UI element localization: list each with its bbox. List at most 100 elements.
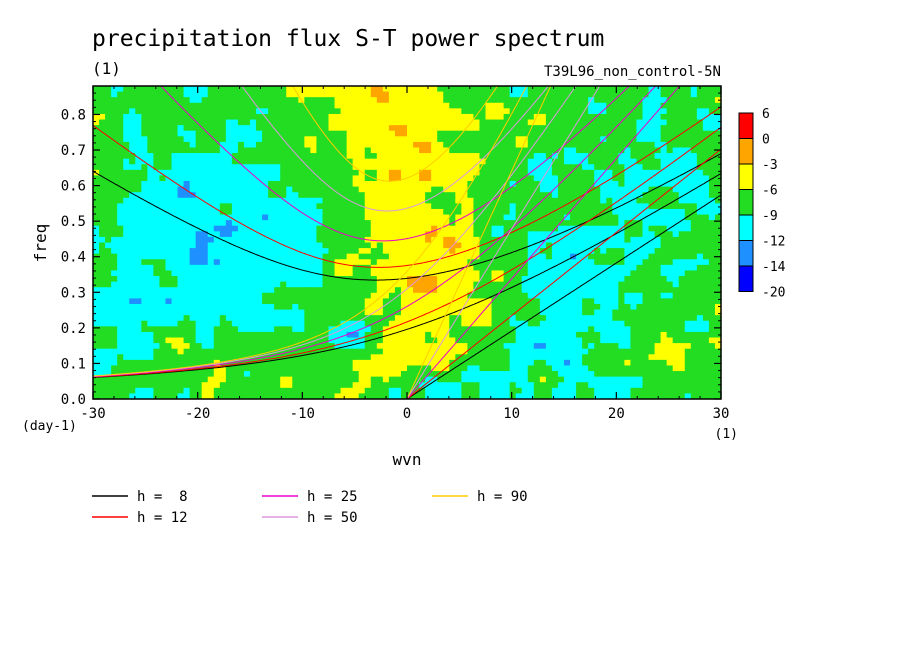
heatmap-cell	[509, 248, 517, 255]
heatmap-cell	[491, 343, 499, 350]
heatmap-cell	[455, 264, 462, 272]
heatmap-cell	[274, 303, 281, 311]
heatmap-cell	[576, 326, 583, 333]
heatmap-cell	[455, 197, 462, 204]
heatmap-cell	[219, 242, 227, 249]
heatmap-cell	[328, 287, 336, 294]
heatmap-cell	[346, 186, 354, 193]
heatmap-cell	[624, 97, 632, 104]
heatmap-cell	[201, 208, 209, 216]
heatmap-cell	[491, 225, 499, 232]
heatmap-cell	[684, 175, 692, 182]
heatmap-cell	[268, 130, 275, 137]
heatmap-cell	[509, 130, 517, 137]
heatmap-cell	[298, 315, 305, 322]
heatmap-cell	[99, 287, 106, 294]
heatmap-cell	[612, 203, 619, 210]
heatmap-cell	[141, 315, 148, 322]
heatmap-cell	[636, 253, 644, 260]
heatmap-cell	[582, 348, 589, 355]
heatmap-cell	[702, 220, 710, 227]
heatmap-cell	[400, 108, 408, 115]
heatmap-cell	[527, 348, 535, 355]
heatmap-cell	[618, 231, 625, 238]
heatmap-cell	[576, 337, 583, 344]
heatmap-cell	[407, 309, 414, 316]
heatmap-cell	[286, 309, 293, 316]
heatmap-cell	[497, 175, 505, 182]
heatmap-cell	[346, 331, 354, 339]
heatmap-cell	[714, 348, 721, 355]
heatmap-cell	[636, 175, 644, 182]
heatmap-cell	[521, 248, 529, 255]
heatmap-cell	[292, 309, 299, 316]
heatmap-cell	[250, 298, 257, 305]
heatmap-cell	[99, 208, 106, 216]
heatmap-cell	[364, 309, 372, 316]
heatmap-cell	[388, 214, 396, 221]
heatmap-cell	[328, 292, 336, 299]
heatmap-cell	[594, 281, 601, 288]
heatmap-cell	[491, 175, 499, 182]
heatmap-cell	[364, 192, 372, 199]
heatmap-cell	[225, 320, 233, 327]
heatmap-cell	[250, 130, 257, 137]
heatmap-cell	[606, 186, 613, 193]
heatmap-cell	[564, 292, 571, 299]
heatmap-cell	[334, 331, 342, 339]
heatmap-cell	[491, 130, 499, 137]
heatmap-cell	[600, 315, 607, 322]
heatmap-cell	[105, 315, 112, 322]
heatmap-cell	[491, 303, 499, 311]
heatmap-cell	[449, 348, 456, 355]
heatmap-cell	[648, 281, 656, 288]
heatmap-cell	[346, 287, 354, 294]
heatmap-cell	[666, 86, 674, 93]
heatmap-cell	[135, 108, 142, 115]
heatmap-cell	[449, 292, 456, 299]
heatmap-cell	[545, 102, 553, 109]
heatmap-cell	[521, 303, 529, 311]
heatmap-cell	[551, 113, 559, 121]
heatmap-cell	[708, 264, 716, 272]
heatmap-cell	[618, 242, 625, 249]
heatmap-cell	[618, 197, 625, 204]
heatmap-cell	[570, 169, 577, 177]
heatmap-cell	[243, 337, 251, 344]
heatmap-cell	[123, 225, 130, 232]
heatmap-cell	[690, 343, 698, 350]
heatmap-cell	[654, 276, 662, 283]
heatmap-cell	[533, 320, 541, 327]
heatmap-cell	[213, 208, 221, 216]
heatmap-cell	[268, 236, 275, 244]
heatmap-cell	[250, 292, 257, 299]
heatmap-cell	[672, 220, 680, 227]
heatmap-cell	[455, 164, 462, 171]
heatmap-cell	[177, 119, 185, 126]
heatmap-cell	[195, 181, 203, 188]
heatmap-cell	[564, 236, 571, 244]
heatmap-cell	[111, 298, 118, 305]
heatmap-cell	[672, 281, 680, 288]
heatmap-cell	[177, 348, 185, 355]
heatmap-cell	[425, 231, 432, 238]
heatmap-cell	[171, 220, 179, 227]
heatmap-cell	[280, 326, 287, 333]
heatmap-cell	[382, 119, 390, 126]
heatmap-cell	[243, 276, 251, 283]
heatmap-cell	[340, 309, 348, 316]
heatmap-cell	[129, 326, 136, 333]
heatmap-cell	[630, 175, 638, 182]
heatmap-cell	[171, 287, 179, 294]
heatmap-cell	[425, 298, 432, 305]
heatmap-cell	[286, 181, 293, 188]
heatmap-cell	[533, 181, 541, 188]
heatmap-cell	[231, 264, 239, 272]
heatmap-cell	[328, 130, 336, 137]
heatmap-cell	[497, 343, 505, 350]
heatmap-cell	[304, 147, 311, 154]
heatmap-cell	[539, 343, 547, 350]
heatmap-cell	[328, 270, 336, 277]
heatmap-cell	[479, 130, 487, 137]
heatmap-cell	[437, 97, 444, 104]
